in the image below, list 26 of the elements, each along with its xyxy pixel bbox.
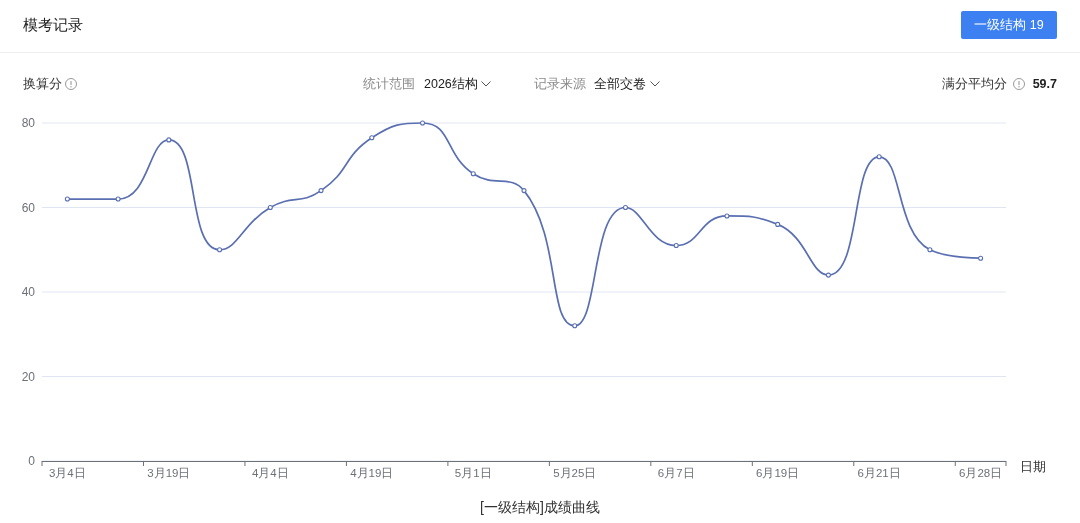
text: 59.7 [1032,77,1058,91]
x-tick-label: 4月19日 [350,467,394,479]
y-tick-label: 80 [21,116,36,130]
x-tick-label: 6月21日 [857,467,901,479]
chart-title: 模考记录 [23,17,83,33]
text: 2026结构 [424,77,478,91]
x-tick-label: 3月4日 [48,467,86,479]
y-axis-title: 换算分 [23,77,62,91]
x-axis-title: 日期 [1020,459,1046,474]
y-tick-label: 60 [21,200,36,215]
x-tick-label: 6月28日 [959,467,1003,479]
text: 统计范围 [363,77,415,91]
text: [一级结构]成绩曲线 [480,499,600,515]
text: 全部交卷 [594,76,646,91]
x-tick-label: 5月25日 [553,467,597,479]
x-tick-label: 3月19日 [147,467,191,479]
text: 记录来源 [534,77,586,91]
x-tick-label: 6月19日 [756,467,800,479]
text: 满分平均分 [942,77,1007,91]
x-tick-label: 6月7日 [657,467,695,479]
button: 一级结构 19 [961,11,1057,39]
y-tick-label: 40 [21,285,36,299]
y-tick-label: 20 [21,369,36,384]
x-tick-label: 5月1日 [454,467,492,479]
y-tick-label: 0 [28,454,36,468]
x-tick-label: 4月4日 [251,467,289,479]
